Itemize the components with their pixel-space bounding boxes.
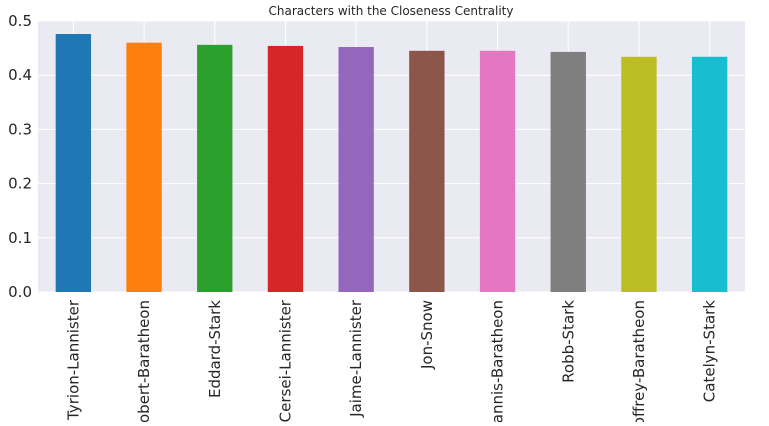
bar-jon-snow (409, 50, 445, 293)
x-tick-label: Tyrion-Lannister (64, 299, 82, 421)
y-tick-label: 0.3 (8, 120, 32, 138)
x-tick-label: Jon-Snow (418, 300, 436, 370)
y-tick-label: 0.5 (8, 12, 32, 30)
y-tick-label: 0.0 (8, 283, 32, 301)
bar-joffrey-baratheon (621, 56, 657, 292)
x-tick-label: Robb-Stark (559, 300, 577, 383)
bar-robb-stark (550, 51, 586, 293)
bar-cersei-lannister (267, 45, 304, 292)
y-tick-label: 0.1 (8, 229, 32, 247)
y-tick-label: 0.2 (8, 175, 32, 193)
y-tick-label: 0.4 (8, 66, 32, 84)
bar-jaime-lannister (338, 47, 374, 293)
x-tick-label: Cersei-Lannister (276, 299, 294, 422)
bars (55, 34, 728, 293)
bar-eddard-stark (197, 44, 233, 293)
x-tick-label: Stannis-Baratheon (489, 300, 507, 422)
x-tick-label: Robert-Baratheon (135, 300, 153, 422)
x-tick-label: Jaime-Lannister (347, 299, 365, 418)
chart-title: Characters with the Closeness Centrality (269, 4, 514, 18)
x-tick-labels: Tyrion-Lannister Robert-Baratheon Eddard-S… (64, 299, 719, 426)
bar-catelyn-stark (691, 56, 728, 292)
x-tick-label: Eddard-Stark (206, 300, 224, 398)
bar-stannis-baratheon (479, 50, 516, 293)
bar-robert-baratheon (126, 42, 162, 293)
y-tick-labels: 0.0 0.1 0.2 0.3 0.4 0.5 (8, 12, 32, 301)
x-tick-label: Joffrey-Baratheon (630, 300, 648, 422)
x-tick-label: Catelyn-Stark (701, 300, 719, 403)
bar-tyrion-lannister (55, 34, 92, 293)
